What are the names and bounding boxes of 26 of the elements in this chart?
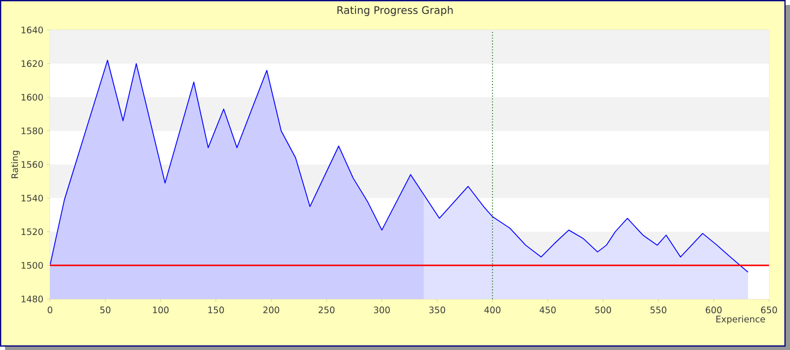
x-tick-label: 500 xyxy=(595,306,612,314)
x-tick-label: 600 xyxy=(706,306,722,314)
x-tick-label: 450 xyxy=(540,306,556,314)
x-tick-label: 250 xyxy=(318,306,334,314)
y-tick-label: 1620 xyxy=(22,60,43,68)
y-tick-label: 1560 xyxy=(22,161,43,168)
x-tick-label: 150 xyxy=(208,306,224,314)
x-tick-label: 650 xyxy=(761,306,777,314)
x-tick-label: 100 xyxy=(153,306,169,314)
x-tick-label: 200 xyxy=(263,306,280,314)
chart-title: Rating Progress Graph xyxy=(337,6,453,16)
y-tick-label: 1580 xyxy=(22,127,43,134)
y-tick-label: 1640 xyxy=(22,26,43,34)
x-tick-label: 0 xyxy=(48,306,52,314)
x-tick-label: 300 xyxy=(374,306,390,314)
y-tick-label: 1480 xyxy=(22,296,43,302)
y-axis-title: Rating xyxy=(11,150,20,178)
y-tick-label: 1600 xyxy=(22,94,43,101)
y-tick-label: 1500 xyxy=(22,262,43,269)
x-tick-label: 350 xyxy=(429,306,446,314)
x-tick-label: 550 xyxy=(650,306,666,314)
y-tick-label: 1520 xyxy=(22,228,43,236)
y-tick-label: 1540 xyxy=(22,194,43,202)
x-axis-title: Experience xyxy=(716,316,766,324)
x-tick-label: 400 xyxy=(484,306,500,314)
x-tick-label: 50 xyxy=(100,306,110,314)
